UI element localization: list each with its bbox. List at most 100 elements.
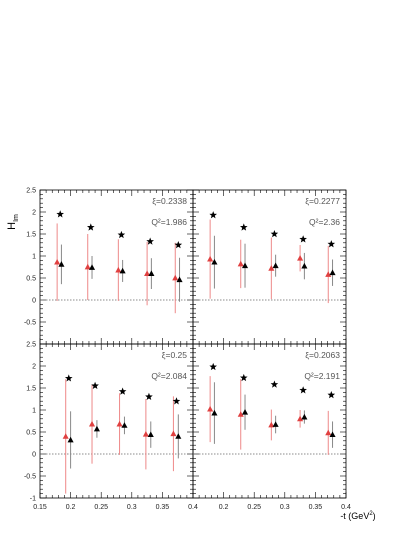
red-triangle-point [62,433,69,439]
star-point [91,381,99,390]
star-point [270,230,279,238]
q2-annotation: Q²=2.191 [304,371,340,381]
panel-frame [192,189,347,345]
x-tick-label: 0.4 [188,504,198,511]
black-triangle-point [93,425,100,432]
black-triangle-point [148,270,155,276]
star-point [64,374,73,382]
star-point [174,241,183,249]
x-axis-label-sup: 2 [369,511,373,517]
red-triangle-point [297,255,304,261]
star-point [327,240,336,248]
black-triangle-point [58,261,65,267]
y-tick-label: 2 [32,210,36,217]
black-triangle-point [67,436,74,443]
y-tick-label: 0.5 [26,430,36,437]
y-tick-label: 1.5 [26,386,36,393]
red-triangle-point [325,271,332,277]
red-triangle-point [207,405,214,412]
red-triangle-point [237,260,244,267]
y-tick-label: 1 [32,254,36,261]
red-triangle-point [268,265,275,271]
x-tick-label: 0.15 [33,504,47,511]
xi-annotation: ξ=0.25 [162,350,188,360]
panel-frame [192,343,347,499]
xi-annotation: ξ=0.2338 [152,196,187,206]
q2-annotation: Q²=2.084 [151,371,187,381]
red-triangle-point [142,431,149,437]
x-axis-label-end: ) [373,511,376,521]
panel-frame [39,343,194,499]
y-tick-label: 0 [32,452,36,459]
x-tick-label: 0.2 [66,504,76,511]
xi-annotation: ξ=0.2277 [305,196,340,206]
red-triangle-point [325,429,332,436]
y-axis-label-sub: Im [13,214,20,222]
star-point [172,397,181,405]
y-tick-label: 0.5 [26,276,36,283]
black-triangle-point [329,431,336,438]
star-point [145,392,153,401]
q2-annotation: Q²=1.986 [151,217,187,227]
x-tick-label: 0.3 [280,504,290,511]
star-point [209,211,217,219]
star-point [56,210,64,218]
red-triangle-point [297,415,304,422]
y-tick-label: 1 [32,408,36,415]
y-tick-label: -0.5 [24,320,36,327]
star-point [239,223,248,231]
black-triangle-point [211,409,218,416]
star-point [117,230,126,239]
x-tick-label: 0.2 [219,504,229,511]
y-tick-label: 2.5 [26,342,36,349]
star-point [270,380,279,388]
star-point [118,387,127,395]
y-axis-label-main: H [6,222,18,230]
black-triangle-point [121,422,128,428]
red-triangle-point [268,421,275,428]
x-axis-label: -t (GeV2) [340,511,375,521]
star-point [299,235,307,243]
black-triangle-point [211,258,218,265]
black-triangle-point [88,264,96,270]
y-tick-label: 0 [32,298,36,305]
red-triangle-point [144,270,151,276]
red-triangle-point [172,274,179,281]
red-triangle-point [116,420,123,427]
star-point [209,362,217,371]
q2-annotation: Q²=2.36 [309,217,340,227]
x-tick-label: 0.25 [94,504,108,511]
black-triangle-point [329,269,336,276]
black-triangle-point [301,262,308,269]
y-tick-label: 1.5 [26,232,36,239]
x-tick-label: 0.35 [309,504,323,511]
red-triangle-point [170,430,177,437]
black-triangle-point [176,276,183,283]
black-triangle-point [147,431,154,438]
chart-marks: ξ=0.2338 Q²=1.986 ξ=0.2277 Q²=2.36 ξ=0.25 Q²=… [40,196,346,494]
red-triangle-point [84,263,91,270]
y-axis-label: HIm [6,214,20,230]
x-tick-label: 0.25 [247,504,261,511]
y-tick-label: 2 [32,364,36,371]
y-tick-label: -0.5 [24,474,36,481]
star-point [146,237,154,245]
black-triangle-point [301,413,308,420]
star-point [86,223,95,231]
star-point [239,373,248,382]
red-triangle-point [88,420,96,427]
black-triangle-point [175,433,182,439]
panel-frames [39,189,347,499]
x-tick-label: 0.35 [156,504,170,511]
black-triangle-point [241,262,249,269]
x-tick-label: 0.4 [341,504,351,511]
red-triangle-point [237,411,244,417]
black-triangle-point [272,262,279,269]
tick-labels: -0.5 0 0.5 1 1.5 2 2.5 -1 -0.5 0 0.5 1 1.5 2 2.5 0.15 0.… [24,188,351,512]
red-triangle-point [207,255,214,262]
red-triangle-point [115,266,122,273]
star-point [327,391,336,399]
black-triangle-point [119,267,126,274]
